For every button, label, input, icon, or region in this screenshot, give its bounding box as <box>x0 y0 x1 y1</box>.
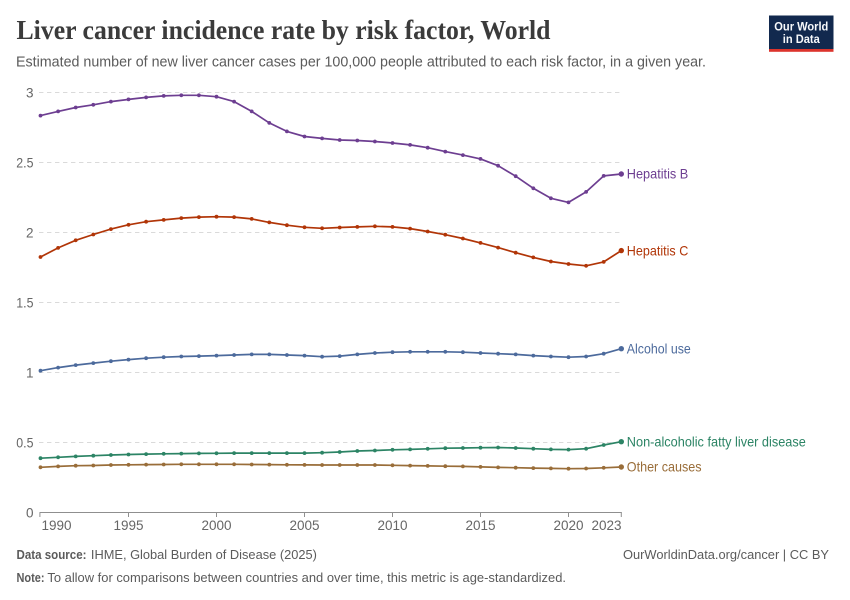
svg-text:1.5: 1.5 <box>16 295 33 310</box>
svg-text:To allow for comparisons betwe: To allow for comparisons between countri… <box>47 570 566 585</box>
svg-text:2: 2 <box>26 225 34 240</box>
svg-text:2000: 2000 <box>201 518 231 533</box>
svg-text:Liver cancer incidence rate by: Liver cancer incidence rate by risk fact… <box>17 15 551 45</box>
svg-text:2023: 2023 <box>591 518 621 533</box>
svg-text:3: 3 <box>26 85 34 100</box>
svg-text:2.5: 2.5 <box>16 155 33 170</box>
svg-text:Alcohol use: Alcohol use <box>627 341 691 356</box>
svg-text:2015: 2015 <box>465 518 495 533</box>
svg-text:Non-alcoholic fatty liver dise: Non-alcoholic fatty liver disease <box>627 434 806 449</box>
svg-text:Note:: Note: <box>17 570 45 585</box>
svg-text:Other causes: Other causes <box>627 460 702 475</box>
svg-text:Hepatitis C: Hepatitis C <box>627 243 689 258</box>
svg-text:in Data: in Data <box>783 32 820 46</box>
svg-text:1: 1 <box>26 365 34 380</box>
svg-text:1990: 1990 <box>42 518 72 533</box>
svg-text:2010: 2010 <box>377 518 407 533</box>
svg-text:0: 0 <box>26 505 34 520</box>
svg-text:IHME, Global Burden of Disease: IHME, Global Burden of Disease (2025) <box>91 547 317 562</box>
svg-text:0.5: 0.5 <box>16 435 33 450</box>
svg-text:2005: 2005 <box>289 518 319 533</box>
svg-text:Estimated number of new liver: Estimated number of new liver cancer cas… <box>16 54 706 71</box>
svg-text:1995: 1995 <box>113 518 143 533</box>
svg-text:Hepatitis B: Hepatitis B <box>627 167 689 182</box>
svg-text:Our World: Our World <box>774 20 828 34</box>
svg-text:Data source:: Data source: <box>17 547 87 562</box>
svg-text:OurWorldinData.org/cancer | CC: OurWorldinData.org/cancer | CC BY <box>623 547 829 562</box>
svg-text:2020: 2020 <box>553 518 583 533</box>
